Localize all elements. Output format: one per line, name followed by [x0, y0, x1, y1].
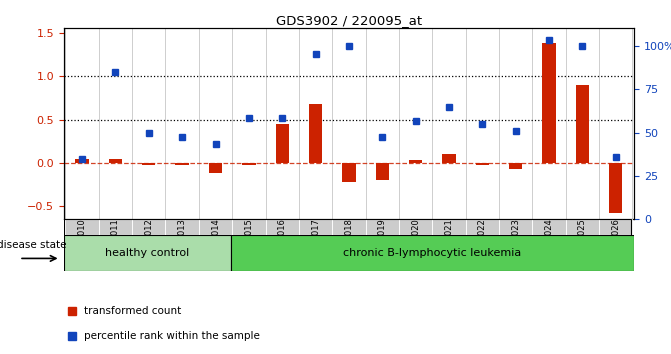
Bar [166, 219, 199, 267]
Bar [231, 235, 634, 271]
Bar [566, 219, 599, 267]
Bar [232, 219, 266, 267]
Text: GSM658021: GSM658021 [444, 218, 454, 269]
Bar [142, 163, 156, 165]
Bar [75, 159, 89, 163]
Text: chronic B-lymphocytic leukemia: chronic B-lymphocytic leukemia [343, 248, 521, 258]
Bar [499, 219, 532, 267]
Bar [309, 104, 322, 163]
Text: GSM658010: GSM658010 [78, 218, 87, 269]
Text: GSM658025: GSM658025 [578, 218, 587, 269]
Bar [132, 219, 166, 267]
Text: disease state: disease state [0, 240, 66, 250]
Bar [432, 219, 466, 267]
Bar [476, 163, 489, 165]
Text: GSM658016: GSM658016 [278, 218, 287, 269]
Bar [209, 163, 222, 173]
Text: GSM658022: GSM658022 [478, 218, 487, 269]
Bar [442, 154, 456, 163]
Bar [199, 219, 232, 267]
Bar [399, 219, 432, 267]
Text: GSM658011: GSM658011 [111, 218, 120, 269]
Bar [109, 159, 122, 163]
Bar [99, 219, 132, 267]
Bar [599, 219, 633, 267]
Bar [609, 163, 623, 213]
Bar [299, 219, 332, 267]
Text: transformed count: transformed count [84, 306, 181, 316]
Bar [376, 163, 389, 181]
Title: GDS3902 / 220095_at: GDS3902 / 220095_at [276, 14, 422, 27]
Text: GSM658015: GSM658015 [244, 218, 254, 269]
Bar [509, 163, 522, 169]
Text: GSM658019: GSM658019 [378, 218, 386, 269]
Bar [366, 219, 399, 267]
Text: healthy control: healthy control [105, 248, 189, 258]
Text: GSM658017: GSM658017 [311, 218, 320, 269]
Bar [542, 43, 556, 163]
Text: GSM658023: GSM658023 [511, 218, 520, 269]
Text: GSM658020: GSM658020 [411, 218, 420, 269]
Bar [466, 219, 499, 267]
Text: GSM658013: GSM658013 [178, 218, 187, 269]
Text: GSM658012: GSM658012 [144, 218, 153, 269]
Bar [266, 219, 299, 267]
Bar [65, 219, 99, 267]
Bar [332, 219, 366, 267]
Bar [342, 163, 356, 182]
Text: GSM658014: GSM658014 [211, 218, 220, 269]
Bar [242, 163, 256, 165]
Bar [64, 235, 231, 271]
Bar [409, 160, 422, 163]
Text: GSM658026: GSM658026 [611, 218, 620, 269]
Text: GSM658024: GSM658024 [545, 218, 554, 269]
Bar [576, 85, 589, 163]
Bar [532, 219, 566, 267]
Text: percentile rank within the sample: percentile rank within the sample [84, 331, 260, 341]
Bar [176, 163, 189, 165]
Bar [276, 124, 289, 163]
Text: GSM658018: GSM658018 [344, 218, 354, 269]
